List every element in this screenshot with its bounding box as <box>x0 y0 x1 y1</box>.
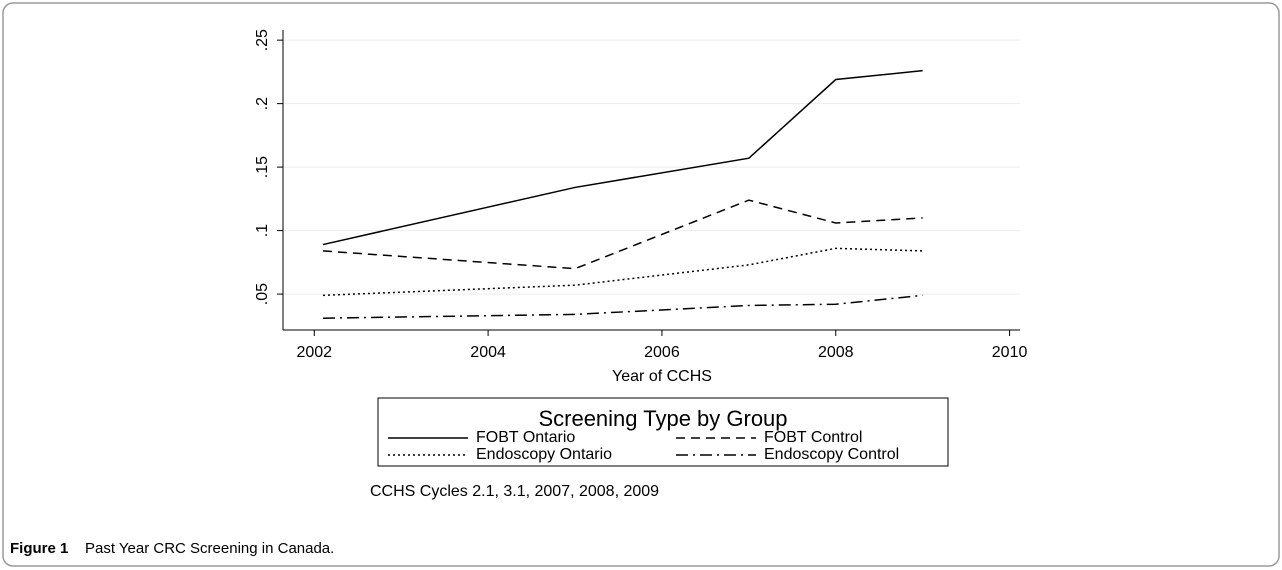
series-line <box>322 247 923 297</box>
series-line <box>322 199 923 270</box>
x-tick-label: 2002 <box>296 344 332 361</box>
legend-label: Endoscopy Control <box>764 446 899 463</box>
caption-label: Figure 1 <box>10 540 68 557</box>
legend-label: Endoscopy Ontario <box>476 446 612 463</box>
x-axis-title: Year of CCHS <box>612 368 712 385</box>
legend-label: FOBT Ontario <box>476 429 575 446</box>
legend-box <box>377 397 949 467</box>
x-tick-label: 2008 <box>818 344 854 361</box>
legend-label: FOBT Control <box>764 429 862 446</box>
caption: Past Year CRC Screening in Canada. <box>85 540 334 557</box>
y-tick-label: .05 <box>254 283 271 305</box>
x-tick-label: 2010 <box>992 344 1028 361</box>
x-tick-label: 2006 <box>644 344 680 361</box>
y-tick-label: .2 <box>254 97 271 110</box>
y-tick-label: .1 <box>254 224 271 237</box>
x-tick-label: 2004 <box>470 344 506 361</box>
y-tick-label: .25 <box>254 29 271 51</box>
legend-title: Screening Type by Group <box>538 406 787 431</box>
note: CCHS Cycles 2.1, 3.1, 2007, 2008, 2009 <box>370 483 659 500</box>
series-line <box>322 294 923 319</box>
y-tick-label: .15 <box>254 156 271 178</box>
series-line <box>322 69 923 246</box>
